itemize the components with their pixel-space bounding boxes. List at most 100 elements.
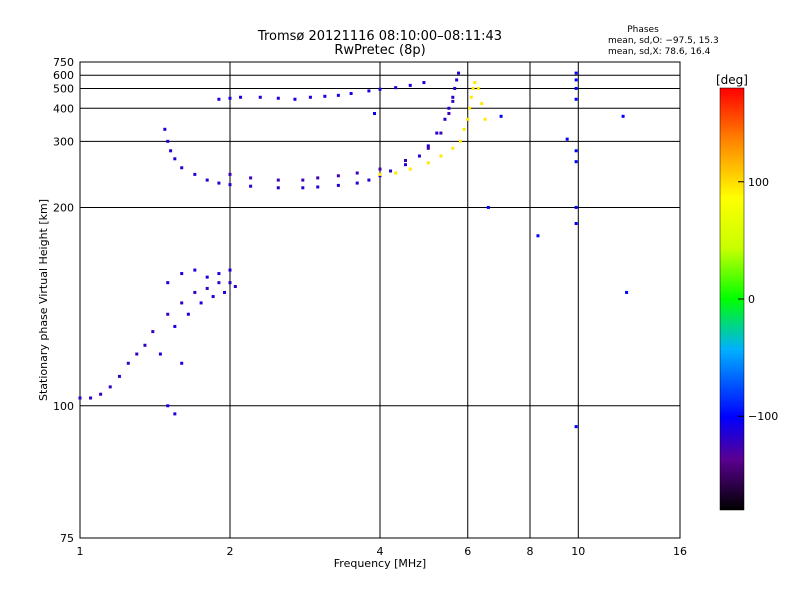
data-point [217,97,221,101]
data-point [166,404,170,408]
data-point [403,163,407,167]
data-point [193,172,197,176]
data-point [394,86,398,90]
data-point [199,301,203,305]
data-point [276,96,280,100]
data-point [462,127,466,131]
data-point [117,374,121,378]
data-point [173,324,177,328]
data-point [173,157,177,161]
data-point [336,93,340,97]
chart-subtitle: RwPretec (8p) [334,43,425,58]
data-point [293,97,297,101]
data-point [453,86,457,90]
data-point [108,385,112,389]
data-point [301,186,305,190]
data-point [473,81,477,85]
stats-line-o: mean, sd,O: −97.5, 15.3 [608,36,719,46]
data-point [217,181,221,185]
data-point [408,167,412,171]
data-point [158,352,162,356]
data-point [574,205,578,209]
y-tick-label: 400 [53,102,74,115]
x-tick-label: 2 [227,545,234,558]
data-point [205,178,209,182]
data-point [625,290,629,294]
data-point [169,149,173,153]
data-point [451,95,455,99]
data-point [574,71,578,75]
data-point [180,301,184,305]
data-point [301,178,305,182]
colorbar-unit-label: [deg] [716,73,748,87]
data-point [394,171,398,175]
colorbar-tick-label: −100 [748,410,778,423]
data-point [135,352,139,356]
data-point [228,96,232,100]
data-point [367,89,371,93]
x-tick-label: 4 [377,545,384,558]
data-point [89,396,93,400]
data-point [166,312,170,316]
data-point [233,285,237,289]
data-point [336,174,340,178]
data-point [499,114,503,118]
chart-title: Tromsø 20121116 08:10:00–08:11:43 [257,29,502,44]
x-tick-label: 16 [673,545,687,558]
data-point [451,99,455,103]
data-point [417,154,421,158]
data-point [316,176,320,180]
data-point [378,167,382,171]
data-point [458,139,462,143]
data-point [574,97,578,101]
data-point [439,131,443,135]
data-point [316,185,320,189]
data-point [78,396,82,400]
data-point [258,95,262,99]
data-point [228,281,232,285]
data-point [403,159,407,163]
data-point [468,106,472,110]
data-point [228,172,232,176]
data-point [336,183,340,187]
data-point [151,330,155,334]
data-point [443,117,447,121]
data-point [349,92,353,96]
y-tick-label: 600 [53,69,74,82]
data-point [249,176,253,180]
x-axis-ticks: 1 2 4 6 8 10 16 [77,545,688,558]
colorbar-tick-label: 0 [748,293,755,306]
data-point [486,205,490,209]
data-point [99,392,103,396]
data-point [223,290,227,294]
data-point [323,94,327,98]
data-point [574,222,578,226]
grid-lines [80,62,680,538]
data-point [205,286,209,290]
data-point [180,166,184,170]
data-point [422,81,426,85]
data-point [378,172,382,176]
data-point [447,111,451,115]
data-point [276,186,280,190]
data-point [166,139,170,143]
data-point [173,412,177,416]
data-point [276,178,280,182]
y-tick-label: 750 [53,56,74,69]
y-tick-label: 75 [60,532,74,545]
x-axis-label: Frequency [MHz] [334,557,426,570]
data-point [426,146,430,150]
y-tick-label: 200 [53,201,74,214]
data-point [367,178,371,182]
data-point [408,83,412,87]
data-point [574,78,578,82]
data-point [228,183,232,187]
data-point [193,268,197,272]
data-point [205,275,209,279]
data-point [249,184,253,188]
data-point [455,78,459,82]
data-point [126,361,130,365]
data-point [355,171,359,175]
data-point [574,86,578,90]
data-point [574,425,578,429]
